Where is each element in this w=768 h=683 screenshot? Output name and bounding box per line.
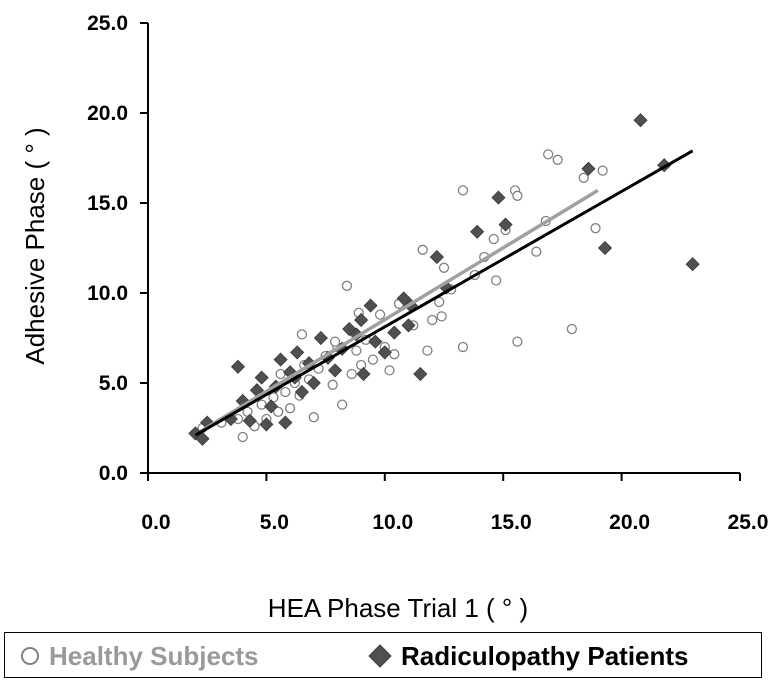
- x-tick-label: 5.0: [260, 511, 289, 534]
- legend-label-radiculopathy: Radiculopathy Patients: [401, 640, 689, 671]
- y-axis-title: Adhesive Phase ( ° ): [20, 127, 50, 364]
- y-tick-label: 10.0: [87, 282, 128, 305]
- healthy-point: [597, 165, 608, 176]
- radiculopathy-point: [328, 363, 343, 378]
- healthy-point: [237, 431, 248, 443]
- healthy-point: [438, 262, 450, 273]
- radiculopathy-point: [685, 257, 700, 272]
- healthy-point: [280, 386, 291, 398]
- x-tick-label: 15.0: [491, 511, 532, 534]
- radiculopathy-point: [273, 352, 288, 367]
- healthy-subjects-points: [197, 149, 608, 443]
- healthy-point: [457, 185, 469, 196]
- healthy-point: [329, 336, 341, 347]
- x-tick-label: 20.0: [609, 511, 650, 534]
- healthy-point: [256, 399, 267, 410]
- y-tick-label: 5.0: [99, 372, 128, 395]
- healthy-point: [327, 379, 338, 390]
- healthy-point: [296, 329, 308, 340]
- radiculopathy-point: [581, 161, 596, 176]
- radiculopathy-point: [356, 366, 371, 382]
- radiculopathy-point: [195, 431, 210, 446]
- radiculopathy-patients-points: [188, 113, 700, 446]
- radiculopathy-trend-line: [194, 149, 694, 437]
- y-tick-label: 0.0: [99, 462, 128, 485]
- axes: [140, 22, 741, 481]
- x-tick-label: 10.0: [372, 511, 413, 534]
- healthy-point: [367, 354, 379, 365]
- tick-labels: 0.0 5.0 10.0 15.0 20.0 25.0 0.0 5.0 10.0 15.0 20.0…: [87, 12, 768, 534]
- healthy-point: [434, 296, 445, 308]
- radiculopathy-point: [363, 298, 378, 313]
- healthy-point: [488, 233, 499, 245]
- healthy-point: [389, 349, 400, 360]
- healthy-point: [284, 403, 296, 414]
- radiculopathy-point: [597, 240, 613, 256]
- radiculopathy-point: [264, 399, 279, 414]
- healthy-point: [384, 365, 395, 376]
- radiculopathy-point: [313, 330, 328, 346]
- healthy-point: [273, 406, 284, 417]
- healthy-point: [512, 336, 523, 347]
- radiculopathy-point: [230, 359, 246, 374]
- radiculopathy-point: [306, 375, 321, 391]
- healthy-point: [543, 149, 554, 160]
- radiculopathy-point: [254, 370, 269, 385]
- healthy-point: [590, 223, 601, 234]
- healthy-point: [417, 244, 428, 255]
- radiculopathy-point: [259, 417, 274, 432]
- y-tick-label: 25.0: [87, 12, 128, 35]
- healthy-point: [457, 341, 469, 353]
- radiculopathy-point: [354, 312, 369, 328]
- radiculopathy-point: [242, 413, 257, 428]
- radiculopathy-point: [294, 384, 309, 400]
- radiculopathy-point: [278, 415, 293, 430]
- healthy-point: [308, 412, 319, 423]
- open-circle-icon: [21, 647, 39, 665]
- healthy-point: [436, 311, 447, 322]
- healthy-point: [341, 280, 353, 291]
- legend-entry-radiculopathy: Radiculopathy Patients: [367, 639, 689, 673]
- radiculopathy-point: [429, 249, 444, 265]
- healthy-point: [427, 314, 438, 326]
- x-tick-label: 25.0: [728, 511, 768, 534]
- radiculopathy-point: [470, 224, 485, 239]
- healthy-point: [566, 323, 578, 335]
- healthy-point: [374, 309, 386, 320]
- legend: Healthy Subjects Radiculopathy Patients: [4, 632, 762, 678]
- healthy-point: [531, 246, 542, 257]
- x-axis-title: HEA Phase Trial 1 ( ° ): [268, 593, 528, 623]
- x-tick-label: 0.0: [141, 511, 170, 534]
- radiculopathy-point: [498, 217, 513, 232]
- radiculopathy-point: [377, 345, 392, 360]
- healthy-point: [422, 345, 433, 356]
- radiculopathy-point: [396, 291, 411, 306]
- legend-entry-healthy: Healthy Subjects: [19, 639, 259, 673]
- trend-lines: [194, 149, 694, 437]
- radiculopathy-point: [491, 190, 506, 205]
- healthy-point: [552, 154, 563, 165]
- radiculopathy-point: [290, 345, 305, 360]
- healthy-trend-line: [199, 188, 599, 434]
- legend-label-healthy: Healthy Subjects: [49, 640, 259, 671]
- healthy-point: [578, 172, 589, 183]
- radiculopathy-point: [387, 325, 402, 340]
- radiculopathy-point: [401, 318, 416, 333]
- healthy-point: [275, 368, 286, 380]
- radiculopathy-point: [368, 334, 383, 349]
- healthy-point: [346, 368, 357, 380]
- filled-diamond-icon: [368, 644, 392, 668]
- radiculopathy-point: [633, 113, 648, 128]
- y-tick-label: 20.0: [87, 102, 128, 125]
- radiculopathy-point: [413, 366, 428, 382]
- scatter-chart: HEA Phase Trial 1 ( ° ) Adhesive Phase (…: [20, 12, 768, 623]
- healthy-point: [512, 190, 523, 201]
- y-tick-label: 15.0: [87, 192, 128, 215]
- healthy-point: [337, 399, 348, 410]
- healthy-point: [490, 275, 502, 286]
- healthy-point: [351, 345, 362, 356]
